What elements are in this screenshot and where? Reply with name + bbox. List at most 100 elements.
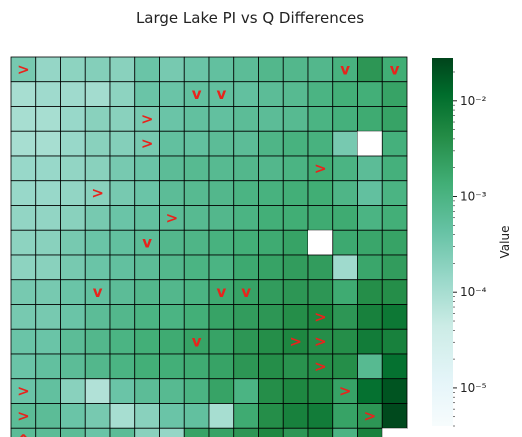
heatmap-cell-r4-c5 bbox=[134, 155, 160, 182]
heatmap-cell-r0-c13 bbox=[332, 56, 358, 83]
heatmap-cell-r2-c9 bbox=[233, 106, 259, 132]
heatmap-cell-r14-c3 bbox=[84, 403, 111, 429]
arrow-marker-1: v bbox=[340, 60, 350, 78]
arrow-marker-12: v bbox=[216, 283, 226, 301]
heatmap-cell-r6-c1 bbox=[35, 205, 61, 231]
heatmap-cell-r8-c10 bbox=[258, 254, 284, 281]
heatmap-cell-r2-c15 bbox=[381, 106, 408, 132]
heatmap-cell-r9-c13 bbox=[332, 279, 358, 305]
heatmap-cell-r15-c15 bbox=[382, 428, 407, 437]
heatmap-cell-r11-c1 bbox=[35, 328, 61, 355]
heatmap-cell-r0-c5 bbox=[134, 56, 160, 83]
heatmap-cell-r12-c4 bbox=[109, 353, 136, 380]
heatmap-cell-r11-c0 bbox=[10, 328, 37, 355]
colorbar-tick-label-2: 10⁻³ bbox=[460, 190, 487, 204]
arrow-marker-3: v bbox=[192, 85, 202, 103]
heatmap-cell-r9-c10 bbox=[258, 279, 284, 305]
heatmap-cell-r6-c15 bbox=[381, 205, 408, 231]
heatmap-cell-r14-c10 bbox=[258, 403, 284, 429]
heatmap-cell-r15-c6 bbox=[159, 427, 185, 437]
heatmap-cell-r15-c13 bbox=[332, 427, 358, 437]
heatmap-cell-r8-c4 bbox=[109, 254, 136, 281]
heatmap-cell-r9-c14 bbox=[357, 279, 383, 305]
heatmap-cell-r1-c12 bbox=[307, 81, 334, 107]
heatmap-cell-r4-c12 bbox=[307, 155, 334, 182]
heatmap-cell-r14-c15 bbox=[381, 403, 408, 429]
heatmap-cell-r8-c15 bbox=[381, 254, 408, 281]
heatmap-cell-r11-c7 bbox=[183, 328, 210, 355]
heatmap-cell-r14-c1 bbox=[35, 403, 61, 429]
heatmap-cell-r15-c10 bbox=[258, 427, 284, 437]
heatmap-cell-r7-c11 bbox=[282, 229, 309, 256]
heatmap-cell-r2-c11 bbox=[282, 106, 309, 132]
heatmap-cell-r10-c10 bbox=[258, 304, 284, 330]
heatmap-cell-r1-c6 bbox=[159, 81, 185, 107]
arrow-marker-23: ^ bbox=[17, 432, 30, 437]
heatmap-cell-r5-c7 bbox=[183, 180, 210, 206]
heatmap-cell-r3-c2 bbox=[60, 130, 86, 157]
heatmap-cell-r5-c8 bbox=[208, 180, 235, 206]
heatmap-cell-r1-c13 bbox=[332, 81, 358, 107]
heatmap-cell-r1-c0 bbox=[10, 81, 37, 107]
chart-title: Large Lake PI vs Q Differences bbox=[136, 9, 364, 27]
heatmap-cell-r7-c10 bbox=[258, 229, 284, 256]
heatmap-cell-r1-c5 bbox=[134, 81, 160, 107]
heatmap-cell-r5-c5 bbox=[134, 180, 160, 206]
heatmap-cell-r14-c14 bbox=[357, 403, 383, 429]
heatmap-cell-r12-c10 bbox=[258, 353, 284, 380]
colorbar-tick-label-1: 10⁻⁴ bbox=[460, 285, 487, 299]
heatmap-cell-r4-c4 bbox=[109, 155, 136, 182]
heatmap-cell-r10-c15 bbox=[381, 304, 408, 330]
heatmap-cell-r11-c9 bbox=[233, 328, 259, 355]
heatmap-cell-r7-c15 bbox=[381, 229, 408, 256]
heatmap-cell-r3-c3 bbox=[84, 130, 111, 157]
heatmap-cell-r15-c4 bbox=[109, 427, 136, 437]
heatmap-cell-r15-c2 bbox=[60, 427, 86, 437]
heatmap-cell-r7-c13 bbox=[332, 229, 358, 256]
heatmap-cell-r7-c4 bbox=[109, 229, 136, 256]
heatmap-cell-r7-c8 bbox=[208, 229, 235, 256]
heatmap-cell-r1-c15 bbox=[381, 81, 408, 107]
heatmap-cell-r13-c13 bbox=[332, 378, 358, 404]
heatmap-cell-r1-c2 bbox=[60, 81, 86, 107]
colorbar-label: Value bbox=[498, 226, 512, 259]
heatmap-cell-r8-c0 bbox=[10, 254, 37, 281]
heatmap-cell-r6-c11 bbox=[282, 205, 309, 231]
heatmap-cell-r9-c4 bbox=[109, 279, 136, 305]
heatmap-cell-r6-c2 bbox=[60, 205, 86, 231]
heatmap-cell-r12-c1 bbox=[35, 353, 61, 380]
heatmap-cell-r7-c6 bbox=[159, 229, 185, 256]
heatmap-cell-r11-c5 bbox=[134, 328, 160, 355]
heatmap-cell-r1-c1 bbox=[35, 81, 61, 107]
heatmap-cell-r0-c6 bbox=[159, 56, 185, 83]
heatmap-cell-r12-c11 bbox=[282, 353, 309, 380]
arrow-marker-4: v bbox=[216, 85, 226, 103]
heatmap-cell-r9-c1 bbox=[35, 279, 61, 305]
heatmap-cell-r0-c14 bbox=[357, 56, 383, 83]
heatmap-cell-r3-c9 bbox=[233, 130, 259, 157]
heatmap-cell-r12-c14 bbox=[357, 353, 383, 380]
heatmap-cell-r1-c10 bbox=[258, 81, 284, 107]
arrow-marker-11: v bbox=[93, 283, 103, 301]
heatmap-cell-r3-c10 bbox=[258, 130, 284, 157]
heatmap-cell-r0-c4 bbox=[109, 56, 136, 83]
arrow-marker-15: v bbox=[192, 333, 202, 351]
heatmap-cell-r10-c14 bbox=[357, 304, 383, 330]
heatmap-cell-r6-c10 bbox=[258, 205, 284, 231]
heatmap-cell-r3-c1 bbox=[35, 130, 61, 157]
heatmap-cell-r6-c13 bbox=[332, 205, 358, 231]
colorbar-tick-label-0: 10⁻⁵ bbox=[460, 381, 487, 395]
heatmap-cell-r10-c0 bbox=[10, 304, 37, 330]
heatmap-cell-r1-c14 bbox=[357, 81, 383, 107]
heatmap-cell-r3-c12 bbox=[307, 130, 334, 157]
heatmap-cell-r9-c12 bbox=[307, 279, 334, 305]
heatmap-cell-r11-c11 bbox=[282, 328, 309, 355]
colorbar-ticks: 10⁻⁵ 10⁻⁴ 10⁻³ 10⁻² bbox=[453, 71, 487, 427]
heatmap-cell-r14-c8 bbox=[208, 403, 235, 429]
heatmap-cell-r13-c2 bbox=[60, 378, 86, 404]
heatmap-cell-r8-c5 bbox=[134, 254, 160, 281]
heatmap-cell-r6-c8 bbox=[208, 205, 235, 231]
heatmap-cell-r9-c0 bbox=[10, 279, 37, 305]
heatmap-cell-r14-c7 bbox=[183, 403, 210, 429]
heatmap-cell-r13-c3 bbox=[84, 378, 111, 404]
